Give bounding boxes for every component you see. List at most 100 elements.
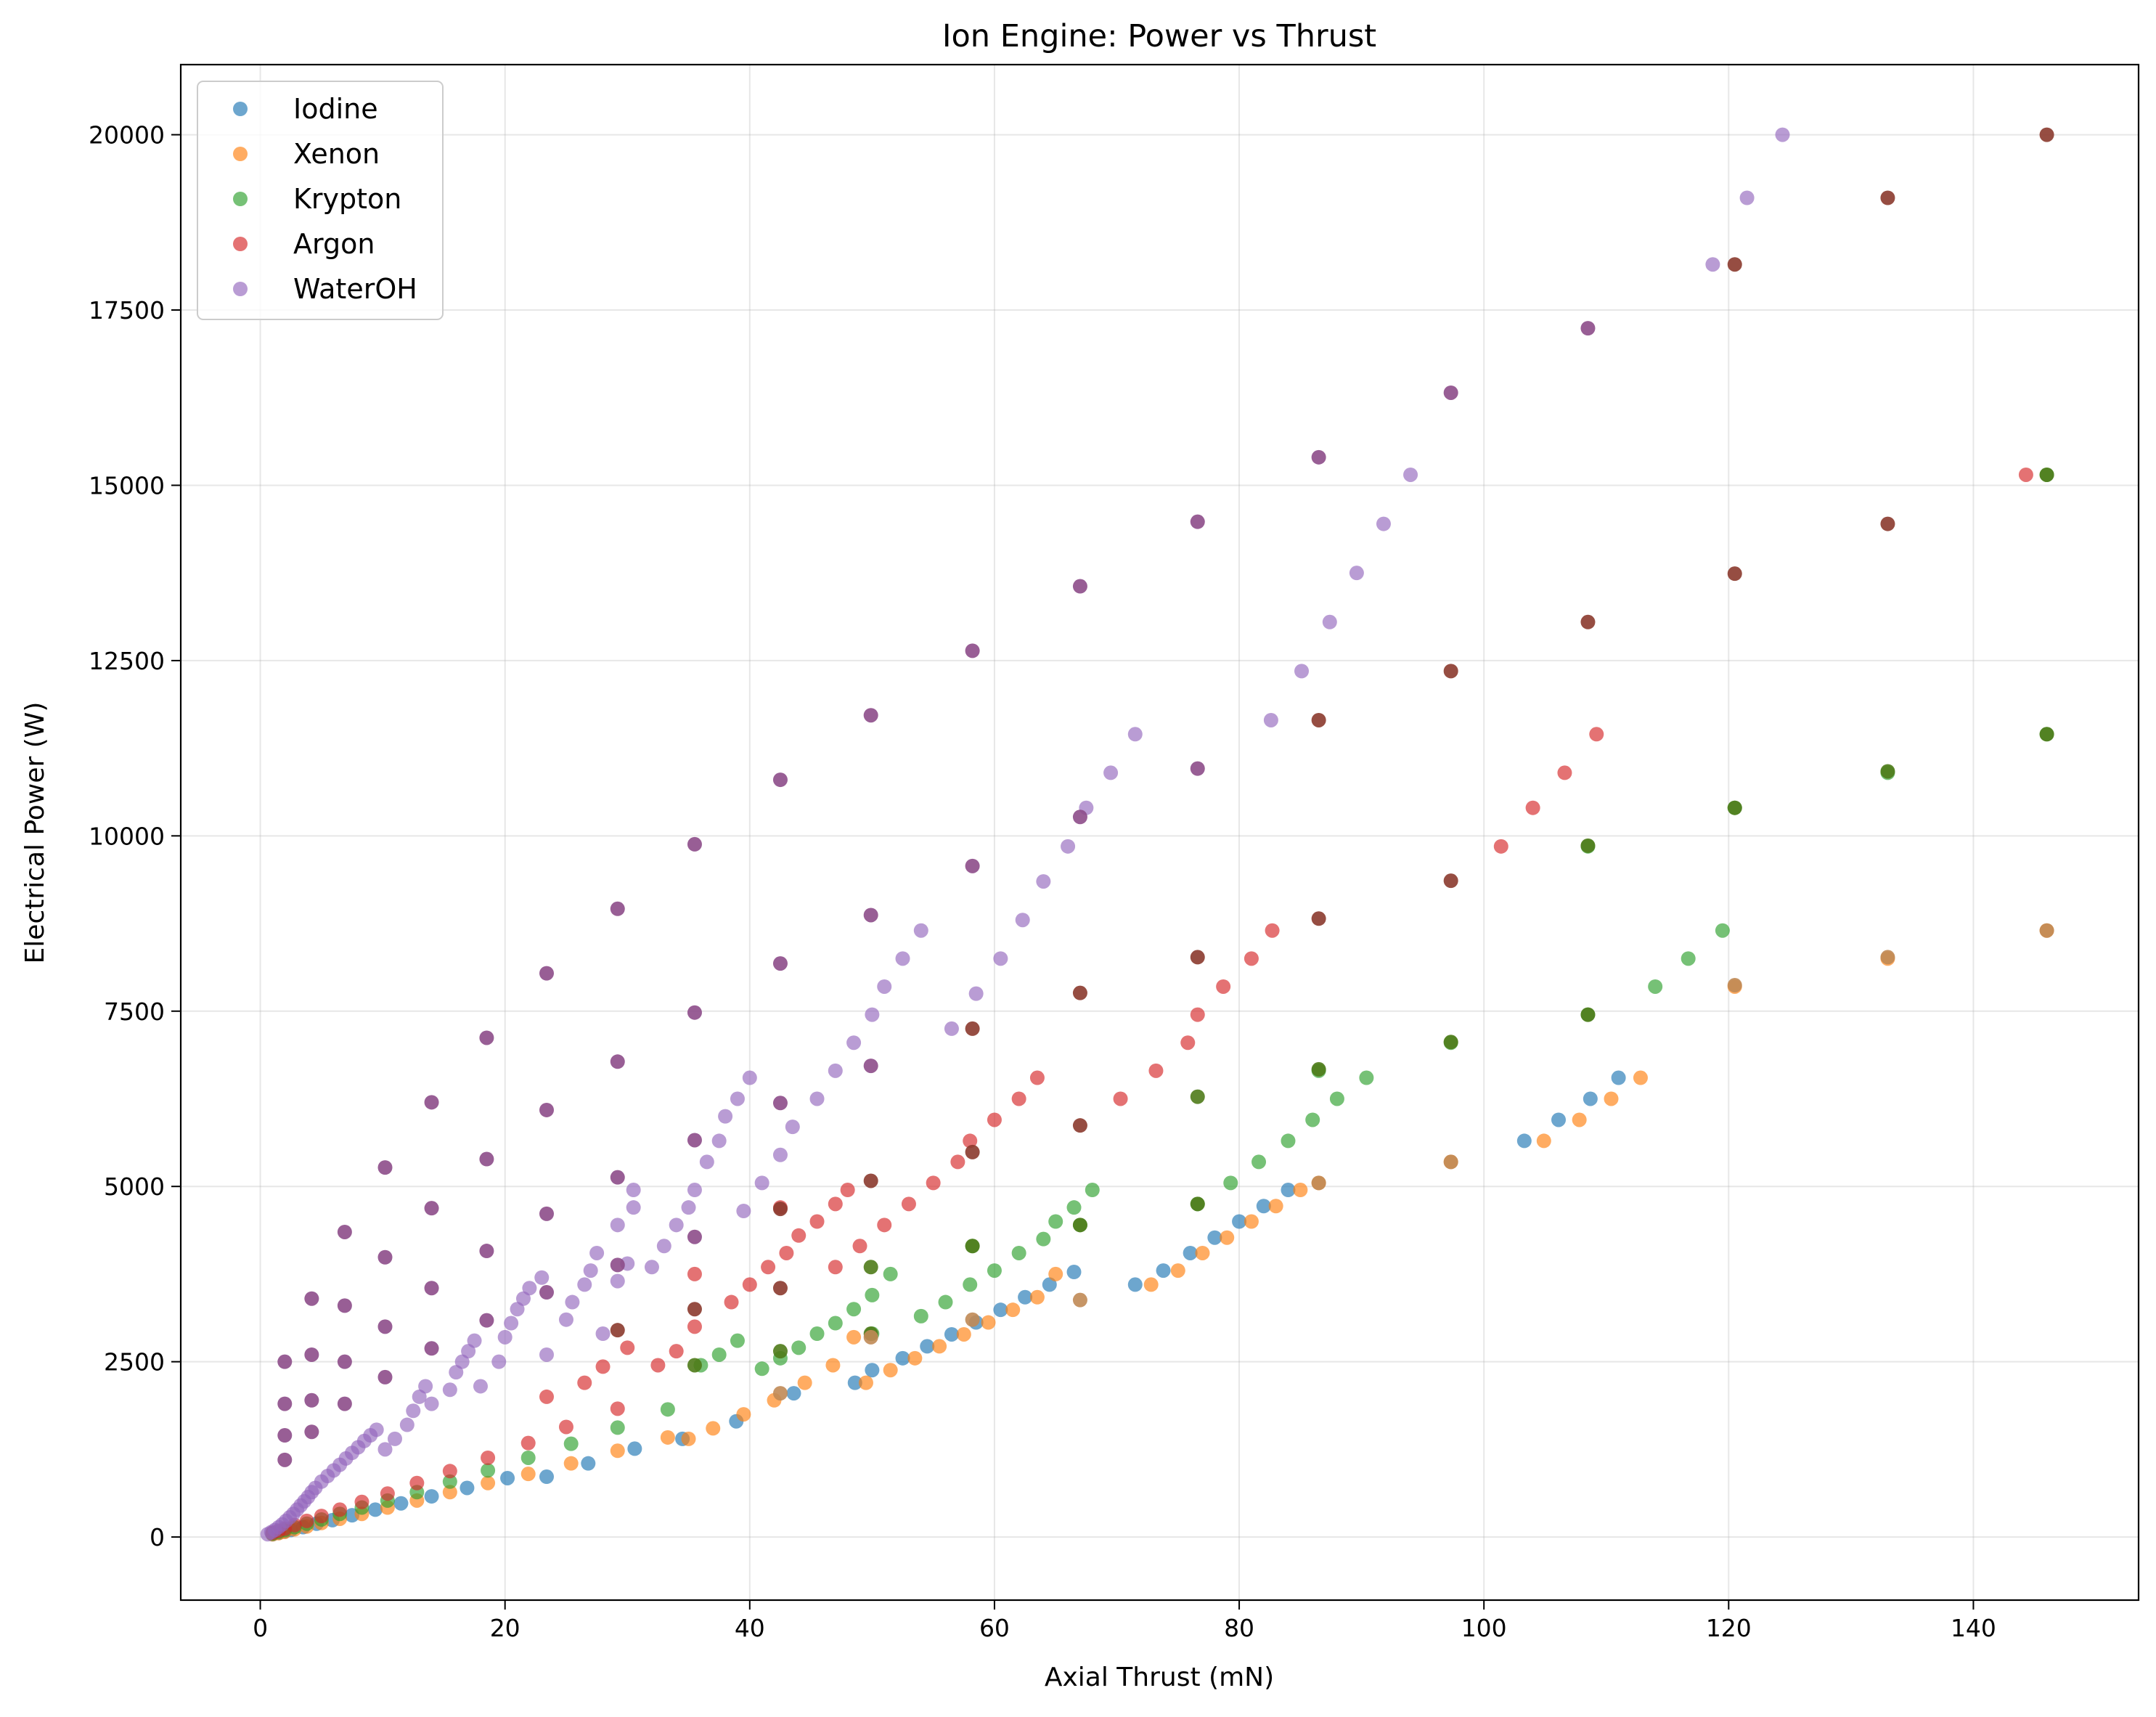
overlap-purple-point [277, 1452, 293, 1467]
overlap-green-point [772, 1344, 788, 1359]
legend-item-xenon: Xenon [233, 138, 380, 170]
overlap-purple-point [610, 1257, 625, 1273]
point-krypton [791, 1340, 807, 1355]
overlap-green-point [1190, 1196, 1205, 1212]
point-wateroh [387, 1431, 402, 1446]
point-krypton [520, 1450, 536, 1465]
point-iodine [500, 1470, 515, 1485]
point-argon [610, 1401, 625, 1416]
x-axis-ticks: 0 20 40 60 80 100 120 140 [253, 1600, 1996, 1642]
point-argon [779, 1245, 794, 1260]
y-tick-label: 7500 [104, 998, 165, 1026]
point-wateroh [877, 979, 892, 994]
y-axis-ticks: 0 2500 5000 7500 10000 12500 15000 17500 20000 [89, 121, 181, 1551]
overlap-purple-point [687, 1005, 702, 1020]
y-tick-label: 2500 [104, 1348, 165, 1377]
point-wateroh [669, 1218, 684, 1233]
point-iodine [944, 1326, 959, 1342]
point-wateroh [687, 1183, 702, 1198]
point-xenon [520, 1467, 536, 1482]
point-wateroh [913, 923, 928, 938]
overlap-purple-point [687, 1229, 702, 1244]
overlap-tan-point [965, 1312, 980, 1327]
point-xenon [1536, 1133, 1551, 1149]
overlap-purple-point [863, 908, 878, 923]
point-argon [577, 1375, 592, 1390]
point-argon [1180, 1035, 1196, 1051]
point-argon [1011, 1091, 1026, 1106]
overlap-tan-point [772, 1386, 788, 1401]
point-xenon [1244, 1214, 1259, 1229]
overlap-green-point [1727, 800, 1742, 815]
point-iodine [1066, 1265, 1082, 1280]
point-krypton [846, 1302, 862, 1317]
point-krypton [883, 1266, 898, 1281]
overlap-purple [277, 321, 1596, 1467]
overlap-tan-point [1880, 950, 1895, 965]
overlap-brown-point [1880, 190, 1895, 205]
point-argon [669, 1344, 684, 1359]
scatter-points [260, 127, 2054, 1542]
overlap-brown-point [1311, 911, 1326, 926]
point-xenon [681, 1431, 696, 1446]
point-wateroh [1015, 913, 1030, 928]
point-argon [595, 1359, 611, 1374]
overlap-purple-point [479, 1030, 494, 1045]
point-iodine [895, 1350, 910, 1366]
x-tick-label: 0 [253, 1614, 268, 1642]
overlap-purple-point [539, 1206, 555, 1221]
overlap-purple-point [304, 1392, 319, 1408]
overlap-purple-point [424, 1095, 439, 1110]
point-krypton [442, 1474, 457, 1489]
overlap-green-point [2039, 727, 2054, 742]
overlap-purple-point [965, 643, 980, 658]
point-wateroh [504, 1316, 519, 1331]
point-krypton [660, 1402, 675, 1417]
point-xenon [825, 1358, 841, 1373]
point-xenon [858, 1375, 873, 1390]
point-wateroh [1739, 190, 1755, 205]
overlap-purple-point [772, 772, 788, 788]
point-xenon [442, 1485, 457, 1500]
overlap-purple-point [377, 1369, 393, 1384]
point-krypton [828, 1316, 843, 1331]
point-argon [1148, 1063, 1164, 1078]
point-wateroh [656, 1239, 671, 1254]
point-xenon [932, 1339, 947, 1354]
legend: Iodine Xenon Krypton Argon WaterOH [197, 81, 444, 320]
point-argon [742, 1277, 757, 1292]
point-wateroh [454, 1354, 470, 1369]
point-krypton [1251, 1154, 1267, 1170]
point-krypton [1085, 1183, 1100, 1198]
overlap-green [687, 467, 2054, 1373]
point-argon [840, 1183, 855, 1198]
point-xenon [736, 1407, 751, 1422]
legend-label: WaterOH [293, 273, 417, 305]
point-xenon [1170, 1263, 1185, 1278]
point-xenon [1029, 1289, 1045, 1305]
point-xenon [1293, 1183, 1308, 1198]
point-xenon [1633, 1070, 1648, 1085]
point-argon [558, 1419, 573, 1435]
point-iodine [1232, 1214, 1247, 1229]
point-krypton [1715, 923, 1730, 938]
point-krypton [913, 1308, 928, 1324]
y-tick-label: 15000 [89, 471, 165, 499]
point-argon [314, 1509, 329, 1524]
point-wateroh [522, 1281, 537, 1296]
point-krypton [730, 1333, 745, 1348]
overlap-brown-point [610, 1323, 625, 1338]
point-argon [791, 1228, 807, 1243]
overlap-purple-point [479, 1151, 494, 1167]
point-iodine [581, 1456, 596, 1471]
legend-label: Xenon [293, 138, 380, 170]
point-wateroh [406, 1403, 421, 1419]
point-iodine [1018, 1289, 1033, 1305]
point-argon [1525, 800, 1540, 815]
point-krypton [1329, 1091, 1344, 1106]
legend-marker [233, 102, 248, 116]
overlap-brown-point [1443, 873, 1458, 889]
overlap-purple-point [1311, 449, 1326, 465]
point-argon [1493, 839, 1508, 854]
point-argon [852, 1239, 867, 1254]
